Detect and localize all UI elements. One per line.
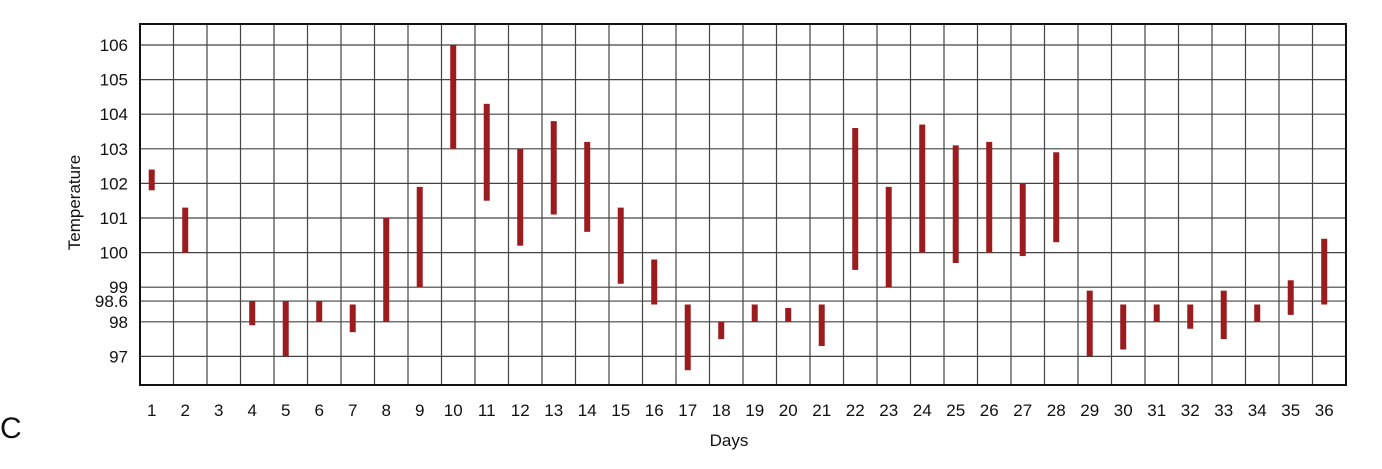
x-tick-label: 10	[444, 401, 463, 420]
x-tick-label: 25	[946, 401, 965, 420]
x-tick-label: 36	[1315, 401, 1334, 420]
temperature-range-bar	[1220, 290, 1227, 340]
x-tick-label: 6	[314, 401, 323, 420]
x-tick-label: 9	[415, 401, 424, 420]
temperature-range-bar	[483, 103, 490, 201]
y-tick-label: 103	[100, 140, 128, 159]
bars-layer	[148, 45, 1328, 371]
temperature-range-bar	[718, 321, 725, 340]
y-tick-label: 98.6	[95, 292, 128, 311]
temperature-range-bar	[416, 186, 423, 288]
x-tick-label: 19	[745, 401, 764, 420]
y-tick-label: 105	[100, 71, 128, 90]
x-tick-label: 13	[544, 401, 563, 420]
temperature-range-bar	[383, 218, 390, 322]
x-tick-label: 28	[1047, 401, 1066, 420]
temperature-range-bar	[282, 301, 289, 357]
temperature-range-bar	[785, 307, 792, 322]
x-tick-label: 21	[812, 401, 831, 420]
temperature-range-bar	[1287, 280, 1294, 315]
temperature-range-bar	[651, 259, 658, 305]
temperature-range-bar	[751, 304, 758, 322]
x-tick-label: 16	[645, 401, 664, 420]
temperature-range-bar	[1254, 304, 1261, 322]
y-tick-label: 100	[100, 244, 128, 263]
x-tick-label: 11	[478, 401, 496, 420]
temperature-range-bar	[1321, 238, 1328, 305]
temperature-range-bar	[919, 124, 926, 253]
x-tick-label: 23	[879, 401, 898, 420]
temperature-range-bar	[584, 141, 591, 232]
x-tick-label: 22	[846, 401, 865, 420]
x-tick-label: 26	[980, 401, 999, 420]
temperature-range-bar	[952, 145, 959, 263]
x-tick-label: 27	[1013, 401, 1032, 420]
grid-layer	[140, 24, 1346, 385]
x-tick-label: 34	[1248, 401, 1267, 420]
x-tick-label: 17	[678, 401, 697, 420]
x-tick-label: 12	[511, 401, 530, 420]
y-tick-label: 97	[109, 347, 128, 366]
x-tick-label: 31	[1147, 401, 1166, 420]
temperature-range-bar	[148, 169, 155, 191]
x-axis-label: Days	[710, 431, 749, 450]
temperature-range-bar	[550, 121, 557, 215]
temperature-range-bar	[852, 128, 859, 270]
y-tick-label: 106	[100, 36, 128, 55]
temperature-range-bar	[818, 304, 825, 347]
x-tick-label: 32	[1181, 401, 1200, 420]
y-tick-label: 99	[109, 278, 128, 297]
temperature-range-bar	[1086, 290, 1093, 357]
x-tick-label: 5	[281, 401, 290, 420]
panel-label: C	[0, 412, 22, 445]
temperature-range-bar	[450, 45, 457, 149]
x-tick-label: 14	[578, 401, 597, 420]
temperature-range-bar	[1187, 304, 1194, 329]
x-tick-label: 8	[381, 401, 390, 420]
x-tick-label: 7	[348, 401, 357, 420]
x-tick-label: 29	[1080, 401, 1099, 420]
y-tick-label: 102	[100, 174, 128, 193]
y-tick-label: 104	[100, 105, 128, 124]
temperature-range-bar	[1053, 152, 1060, 243]
temperature-range-bar	[349, 304, 356, 333]
x-tick-label: 2	[180, 401, 189, 420]
y-tick-label: 101	[100, 209, 128, 228]
x-tick-label: 35	[1281, 401, 1300, 420]
temperature-range-bar	[617, 207, 624, 284]
temperature-range-bar	[182, 207, 189, 253]
temperature-range-bar	[684, 304, 691, 371]
temperature-range-bar	[1120, 304, 1127, 350]
temperature-range-bar	[885, 186, 892, 288]
x-tick-label: 24	[913, 401, 932, 420]
temperature-range-bar	[986, 141, 993, 253]
y-axis-label: Temperature	[65, 155, 84, 250]
temperature-range-bar	[517, 148, 524, 246]
temperature-range-bar	[249, 301, 256, 326]
x-tick-label: 20	[779, 401, 798, 420]
plot-frame	[139, 23, 1347, 386]
x-tick-label: 1	[147, 401, 156, 420]
x-tick-label: 3	[214, 401, 223, 420]
y-tick-label: 98	[109, 313, 128, 332]
temperature-range-bar	[316, 301, 323, 322]
x-tick-label: 30	[1114, 401, 1133, 420]
x-tick-label: 18	[712, 401, 731, 420]
temperature-range-bar	[1153, 304, 1160, 322]
x-tick-label: 4	[247, 401, 256, 420]
x-tick-label: 33	[1214, 401, 1233, 420]
x-tick-label: 15	[611, 401, 630, 420]
temperature-range-bar	[1019, 183, 1026, 257]
